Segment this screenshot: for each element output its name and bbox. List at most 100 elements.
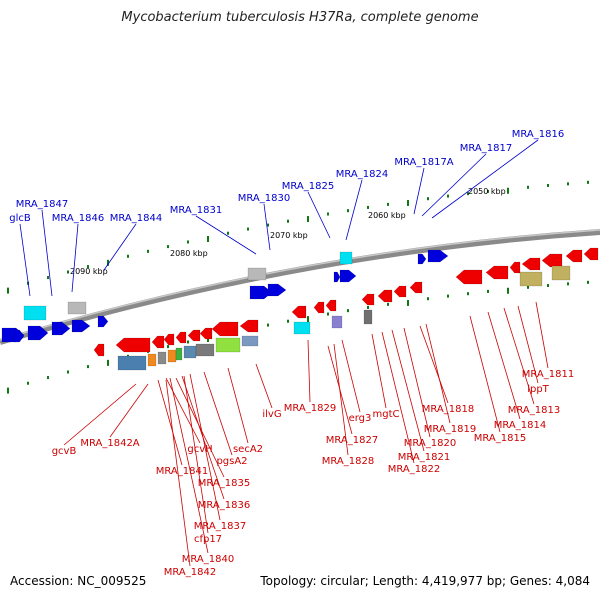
reverse-gene-label: MRA_1822 xyxy=(388,464,440,475)
leader-line xyxy=(307,339,311,403)
reverse-feature-box xyxy=(195,343,215,357)
leader-line xyxy=(195,215,257,255)
leader-line xyxy=(425,323,451,424)
reverse-gene-label: MRA_1842A xyxy=(80,438,139,449)
reverse-gene-label: MRA_1819 xyxy=(424,424,476,435)
forward-gene-label: MRA_1844 xyxy=(110,213,162,224)
leader-line xyxy=(255,363,273,409)
reverse-gene-arrow xyxy=(521,257,541,271)
reverse-gene-arrow xyxy=(199,327,213,340)
reverse-feature-box xyxy=(331,315,343,329)
forward-gene-arrow xyxy=(333,271,341,283)
reverse-gene-label: ilvG xyxy=(262,409,281,420)
leader-line xyxy=(307,191,331,239)
forward-gene-arrow xyxy=(13,329,25,343)
forward-gene-label: MRA_1825 xyxy=(282,181,334,192)
reverse-feature-box xyxy=(117,355,147,371)
reverse-gene-label: MRA_1835 xyxy=(198,478,250,489)
leader-line xyxy=(345,179,363,241)
gene-features xyxy=(1,247,599,371)
leader-line xyxy=(109,383,149,438)
leader-line xyxy=(189,373,221,521)
forward-gene-arrow xyxy=(267,283,287,297)
reverse-gene-arrow xyxy=(313,301,325,314)
forward-gene-arrow xyxy=(97,315,109,328)
leader-line xyxy=(413,167,425,215)
leader-line xyxy=(391,329,425,452)
forward-gene-label: MRA_1831 xyxy=(170,205,222,216)
leader-line xyxy=(165,379,191,567)
gene-labels: MRA_1816MRA_1817MRA_1817AMRA_1824MRA_182… xyxy=(9,129,574,578)
reverse-feature-box xyxy=(175,347,183,361)
reverse-feature-box xyxy=(167,349,177,363)
leader-line xyxy=(469,315,501,433)
leader-line xyxy=(71,223,79,293)
reverse-feature-box xyxy=(183,345,197,359)
forward-gene-label: MRA_1846 xyxy=(52,213,104,224)
forward-gene-label: MRA_1830 xyxy=(238,193,290,204)
forward-gene-arrow xyxy=(417,253,427,265)
forward-gene-label: MRA_1847 xyxy=(16,199,68,210)
forward-gene-label: MRA_1816 xyxy=(512,129,564,140)
reverse-gene-arrow xyxy=(541,253,563,268)
forward-gene-label: MRA_1817 xyxy=(460,143,512,154)
genome-backbone-highlight xyxy=(0,229,600,341)
reverse-gene-arrow xyxy=(409,281,423,294)
axis-tick-label: 2050 kbp xyxy=(468,187,506,196)
genome-backbone xyxy=(0,229,600,345)
leader-line xyxy=(157,379,183,466)
reverse-gene-label: lppT xyxy=(527,384,549,395)
reverse-gene-arrow xyxy=(455,269,483,285)
reverse-gene-arrow xyxy=(239,319,259,333)
reverse-gene-label: MRA_1836 xyxy=(198,500,250,511)
reverse-gene-label: MRA_1837 xyxy=(194,521,246,532)
leader-line xyxy=(403,327,431,438)
reverse-gene-label: MRA_1818 xyxy=(422,404,474,415)
leader-line xyxy=(535,301,549,369)
reverse-gene-label: MRA_1821 xyxy=(398,452,450,463)
leader-line xyxy=(19,223,31,297)
forward-gene-label: MRA_1824 xyxy=(336,169,388,180)
forward-feature-box xyxy=(23,305,47,321)
reverse-gene-label: secA2 xyxy=(233,444,263,455)
leader-line xyxy=(487,311,521,420)
reverse-gene-arrow xyxy=(163,333,175,346)
axis-tick-label: 2080 kbp xyxy=(170,249,208,258)
reverse-gene-arrow xyxy=(187,329,201,342)
leader-line xyxy=(381,331,415,464)
reverse-gene-label: MRA_1842 xyxy=(164,567,216,578)
forward-feature-box xyxy=(339,251,353,265)
reverse-gene-arrow xyxy=(291,305,307,319)
reverse-gene-arrow xyxy=(361,293,375,306)
leader-line xyxy=(333,343,349,456)
forward-feature-box xyxy=(247,267,267,281)
reverse-feature-box xyxy=(157,351,167,365)
reverse-feature-box xyxy=(519,271,543,287)
leader-line xyxy=(419,325,449,404)
reverse-gene-arrow xyxy=(175,331,187,344)
reverse-gene-label: gcvH xyxy=(187,444,212,455)
reverse-feature-box xyxy=(215,337,241,353)
forward-gene-arrow xyxy=(71,319,91,333)
reverse-gene-label: pgsA2 xyxy=(216,456,247,467)
reverse-gene-arrow xyxy=(377,289,393,303)
forward-gene-label: MRA_1817A xyxy=(394,157,453,168)
forward-gene-arrow xyxy=(339,269,357,283)
reverse-gene-label: MRA_1814 xyxy=(494,420,546,431)
page-title: Mycobacterium tuberculosis H37Ra, comple… xyxy=(121,10,479,25)
footer-stats: Topology: circular; Length: 4,419,977 bp… xyxy=(260,574,590,588)
reverse-feature-box xyxy=(551,265,571,281)
reverse-gene-arrow xyxy=(393,285,407,298)
leader-line xyxy=(103,223,137,271)
leader-line xyxy=(227,367,249,444)
reverse-gene-arrow xyxy=(485,265,509,280)
reverse-gene-label: cfp17 xyxy=(194,534,222,545)
reverse-gene-label: mgtC xyxy=(373,409,400,420)
leader-line xyxy=(503,307,535,405)
reverse-gene-label: MRA_1811 xyxy=(522,369,574,380)
leader-line xyxy=(183,375,209,534)
reverse-gene-arrow xyxy=(93,343,105,357)
reverse-feature-box xyxy=(147,353,157,367)
reverse-gene-label: MRA_1828 xyxy=(322,456,374,467)
